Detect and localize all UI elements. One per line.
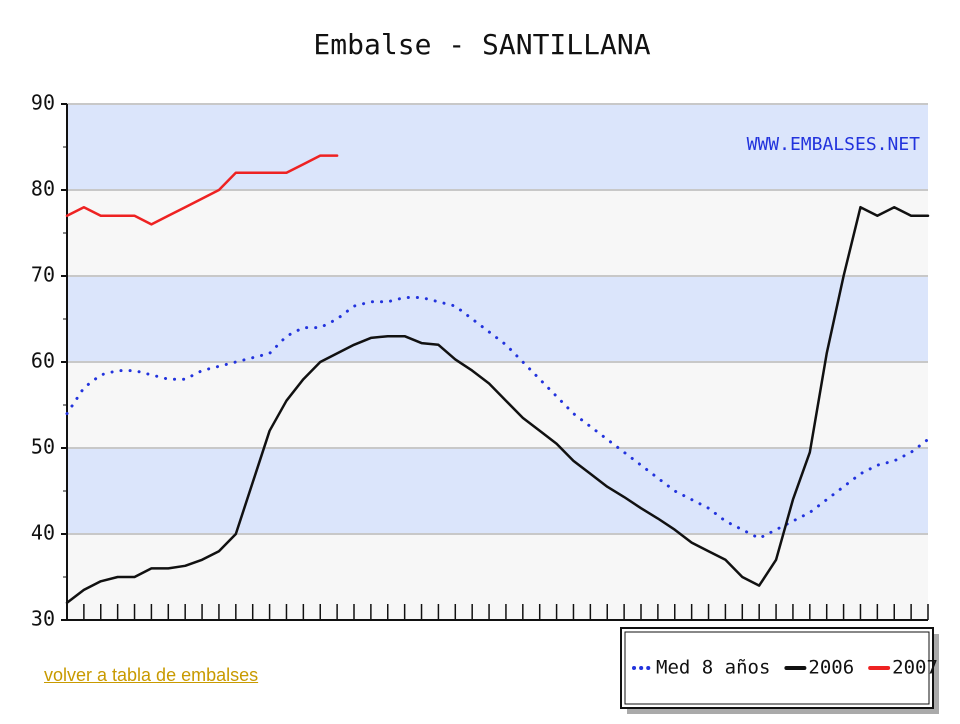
- watermark: WWW.EMBALSES.NET: [747, 134, 921, 155]
- band: [67, 362, 928, 448]
- y-tick-label: 70: [31, 263, 55, 287]
- band: [67, 534, 928, 620]
- back-link[interactable]: volver a tabla de embalses: [44, 665, 259, 685]
- series-line: [65, 296, 930, 540]
- band: [67, 276, 928, 362]
- y-tick-label: 30: [31, 607, 55, 631]
- y-tick-label: 40: [31, 521, 55, 545]
- y-tick-label: 90: [31, 91, 55, 115]
- legend-label: 2007: [892, 657, 938, 679]
- band: [67, 104, 928, 190]
- band: [67, 190, 928, 276]
- legend: Med 8 años 2006 2007: [620, 627, 939, 714]
- y-tick-label: 60: [31, 349, 55, 373]
- band: [67, 448, 928, 534]
- chart-title: Embalse - SANTILLANA: [313, 28, 650, 61]
- legend-inner: [624, 631, 930, 705]
- series-line: [65, 205, 930, 605]
- y-tick-label: 50: [31, 435, 55, 459]
- legend-label: 2006: [808, 657, 854, 679]
- legend-label: Med 8 años: [656, 657, 770, 679]
- y-tick-label: 80: [31, 177, 55, 201]
- series-line: [65, 154, 339, 226]
